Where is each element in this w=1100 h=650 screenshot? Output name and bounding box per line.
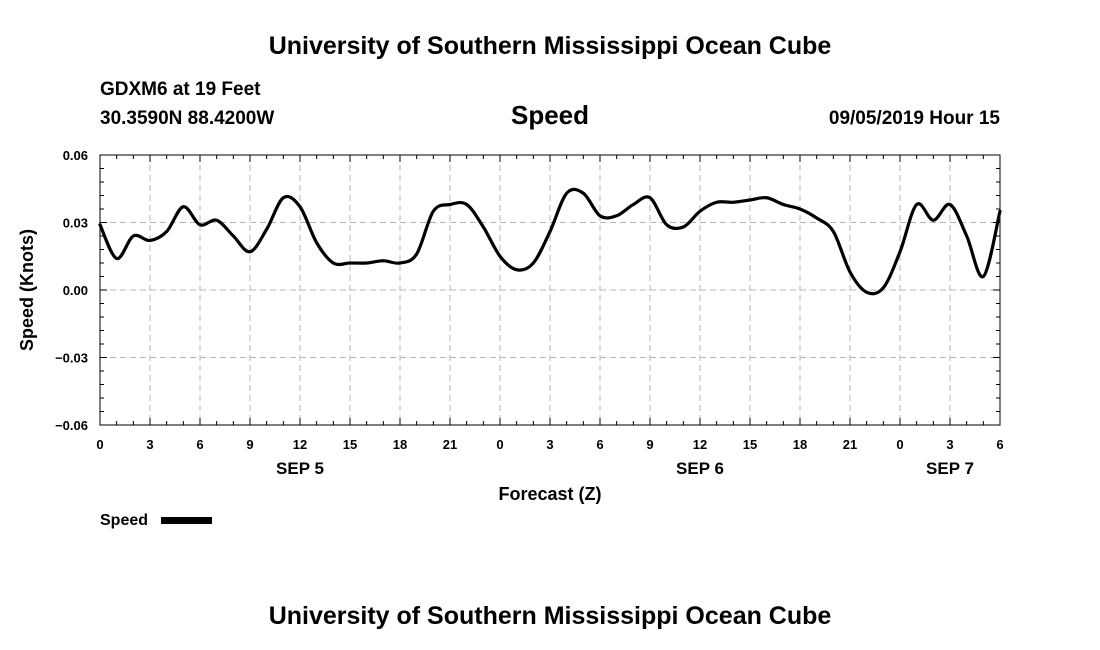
x-tick-label: 6 — [596, 437, 603, 452]
x-tick-labels: 0 3 6 9 12 15 18 21 0 3 6 9 12 15 18 21 0 3 6 — [96, 437, 1003, 452]
footer-title: University of Southern Mississippi Ocean… — [269, 602, 832, 630]
x-tick-label: 0 — [496, 437, 503, 452]
y-tick-label: −0.06 — [55, 418, 88, 433]
date-label: SEP 7 — [926, 459, 974, 478]
plot-frame — [99, 154, 1001, 426]
date-labels: SEP 5 SEP 6 SEP 7 — [276, 459, 974, 478]
x-tick-label: 3 — [946, 437, 953, 452]
x-tick-label: 3 — [546, 437, 553, 452]
y-tick-label: 0.03 — [63, 216, 88, 231]
legend-swatch — [161, 517, 212, 524]
date-label: SEP 6 — [676, 459, 724, 478]
x-tick-label: 12 — [293, 437, 307, 452]
legend-label: Speed — [100, 512, 148, 529]
x-tick-label: 6 — [996, 437, 1003, 452]
axis-ticks — [99, 154, 1001, 426]
page-title: University of Southern Mississippi Ocean… — [269, 32, 832, 60]
station-label: GDXM6 at 19 Feet — [100, 79, 261, 100]
series-line-speed — [98, 187, 1002, 296]
x-tick-label: 21 — [843, 437, 857, 452]
x-tick-label: 6 — [196, 437, 203, 452]
chart-title: Speed — [511, 100, 589, 130]
x-tick-label: 12 — [693, 437, 707, 452]
grid-lines — [100, 155, 1000, 425]
x-tick-label: 9 — [246, 437, 253, 452]
datetime-label: 09/05/2019 Hour 15 — [829, 108, 1001, 129]
x-tick-label: 0 — [896, 437, 903, 452]
x-axis-label: Forecast (Z) — [498, 484, 601, 504]
y-tick-label: 0.06 — [63, 148, 88, 163]
y-tick-label: −0.03 — [55, 351, 88, 366]
date-label: SEP 5 — [276, 459, 324, 478]
x-tick-label: 3 — [146, 437, 153, 452]
x-tick-label: 18 — [393, 437, 407, 452]
series-lines — [98, 187, 1002, 296]
x-tick-label: 21 — [443, 437, 457, 452]
y-tick-labels: 0.06 0.03 0.00 −0.03 −0.06 — [55, 148, 88, 433]
y-tick-label: 0.00 — [63, 283, 88, 298]
x-tick-label: 15 — [743, 437, 757, 452]
x-tick-label: 0 — [96, 437, 103, 452]
x-tick-label: 18 — [793, 437, 807, 452]
location-label: 30.3590N 88.4200W — [100, 108, 274, 129]
x-tick-label: 9 — [646, 437, 653, 452]
x-tick-label: 15 — [343, 437, 357, 452]
y-axis-label: Speed (Knots) — [17, 229, 37, 351]
